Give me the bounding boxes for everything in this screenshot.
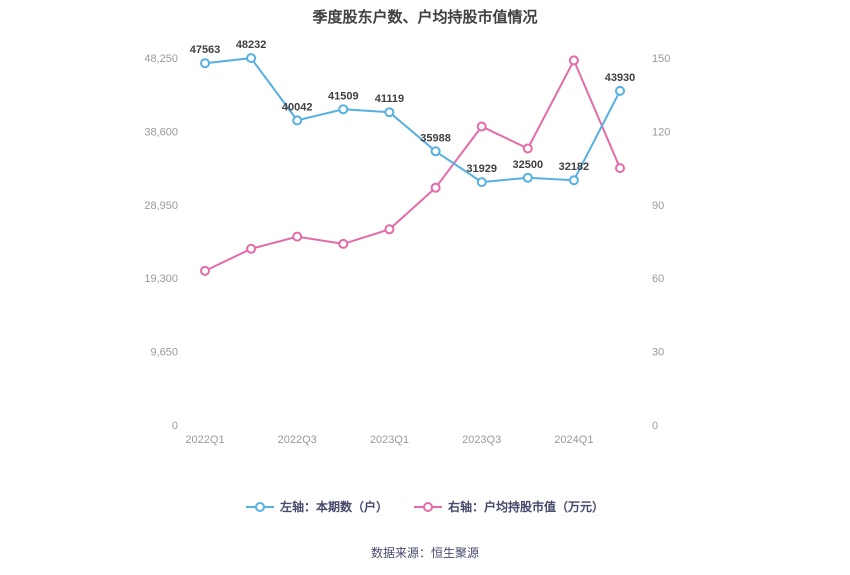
legend-label: 左轴：本期数（户） — [279, 500, 388, 514]
legend-item-shareholders[interactable]: 左轴：本期数（户） — [245, 498, 388, 515]
market-value-point — [568, 55, 579, 66]
right-axis-tick: 0 — [652, 420, 658, 432]
x-axis-tick: 2024Q1 — [554, 434, 593, 446]
data-point-label: 47563 — [190, 44, 221, 56]
left-axis-tick: 19,300 — [144, 273, 178, 285]
shareholders-point — [246, 53, 257, 64]
shareholders-point — [568, 175, 579, 186]
legend-marker-icon — [245, 501, 274, 512]
shareholders-point — [430, 146, 441, 157]
right-axis-tick: 120 — [652, 126, 670, 138]
shareholders-point — [384, 107, 395, 118]
market-value-point — [522, 143, 533, 154]
shareholders-line — [204, 57, 621, 184]
market-value-point — [384, 224, 395, 235]
shareholders-point — [200, 58, 210, 69]
data-point-label: 43930 — [605, 72, 636, 84]
legend-label: 右轴：户均持股市值（万元） — [448, 500, 605, 514]
x-axis-tick: 2022Q1 — [185, 434, 224, 446]
market-value-point — [200, 265, 210, 276]
right-axis-tick: 60 — [652, 273, 664, 285]
data-point-label: 32500 — [512, 159, 543, 171]
market-value-point — [615, 163, 625, 174]
data-point-label: 41509 — [328, 90, 359, 102]
data-source-label: 数据来源：恒生聚源 — [370, 546, 479, 560]
market-value-point — [246, 243, 257, 254]
data-point-label: 35988 — [420, 132, 451, 144]
left-axis-tick: 38,600 — [144, 126, 178, 138]
market-value-point — [476, 121, 487, 132]
shareholders-point — [522, 172, 533, 183]
data-point-label: 31929 — [466, 163, 497, 175]
market-value-point — [292, 231, 303, 242]
legend-marker-icon — [414, 501, 442, 512]
left-axis-tick: 9,650 — [150, 347, 178, 359]
x-axis-tick: 2023Q1 — [370, 434, 409, 446]
chart-title: 季度股东户数、户均持股市值情况 — [312, 9, 538, 26]
shareholders-point — [292, 115, 303, 126]
x-axis-tick: 2023Q3 — [462, 434, 501, 446]
data-point-label: 32182 — [559, 161, 590, 173]
legend-item-market-value[interactable]: 右轴：户均持股市值（万元） — [414, 498, 604, 515]
market-value-point — [430, 182, 441, 193]
left-axis-tick: 48,250 — [144, 53, 178, 65]
data-point-label: 48232 — [236, 39, 267, 51]
left-axis-tick: 28,950 — [144, 200, 178, 212]
data-point-label: 41119 — [375, 93, 404, 105]
shareholders-point — [615, 85, 625, 96]
right-axis-tick: 90 — [652, 200, 664, 212]
right-axis-tick: 30 — [652, 347, 664, 359]
shareholders-point — [338, 104, 349, 115]
data-point-label: 40042 — [282, 101, 313, 113]
line-chart-canvas: 0 9,650 19,300 28,950 38,600 48,250 0 30 60 90 120… — [144, 39, 670, 446]
market-value-line — [204, 58, 621, 272]
x-axis-tick: 2022Q3 — [278, 434, 317, 446]
right-axis-tick: 150 — [652, 53, 670, 65]
chart-legend: 左轴：本期数（户） 右轴：户均持股市值（万元） — [0, 498, 850, 515]
left-axis-tick: 0 — [172, 420, 178, 432]
shareholders-point — [476, 177, 487, 188]
market-value-point — [338, 238, 349, 249]
